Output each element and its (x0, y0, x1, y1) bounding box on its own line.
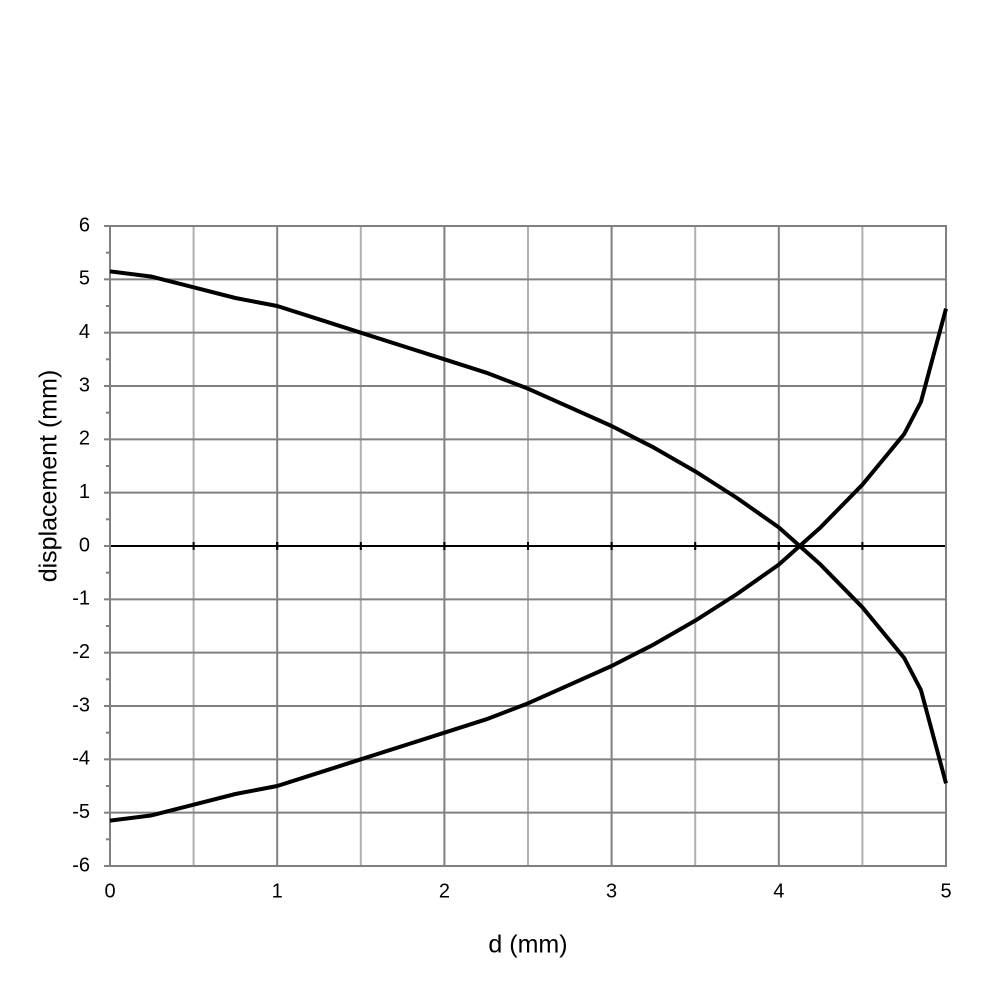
y-tick-label: 5 (79, 268, 90, 290)
y-tick-label: 2 (79, 428, 90, 450)
y-tick-label: -5 (72, 801, 90, 823)
x-axis-title: d (mm) (488, 931, 567, 959)
x-tick-label: 1 (272, 880, 283, 902)
y-tick-label: 0 (79, 534, 90, 556)
y-tick-label: -1 (72, 588, 90, 610)
data-line (109, 308, 948, 823)
y-tick-label: 1 (79, 481, 90, 503)
plot-frame (109, 225, 947, 867)
y-tick-label: 6 (79, 214, 90, 236)
y-tick-label: -2 (72, 641, 90, 663)
x-tick-label: 5 (940, 880, 951, 902)
y-tick-label: 3 (79, 374, 90, 396)
y-axis-title: displacement (mm) (35, 370, 63, 583)
y-tick-label: 4 (79, 321, 90, 343)
x-tick-label: 2 (439, 880, 450, 902)
x-tick-label: 0 (104, 880, 115, 902)
x-tick-label: 3 (606, 880, 617, 902)
x-tick-label: 4 (773, 880, 784, 902)
y-tick-label: -6 (72, 854, 90, 876)
y-tick-label: -4 (72, 748, 90, 770)
y-tick-label: -3 (72, 694, 90, 716)
data-line (109, 269, 948, 784)
